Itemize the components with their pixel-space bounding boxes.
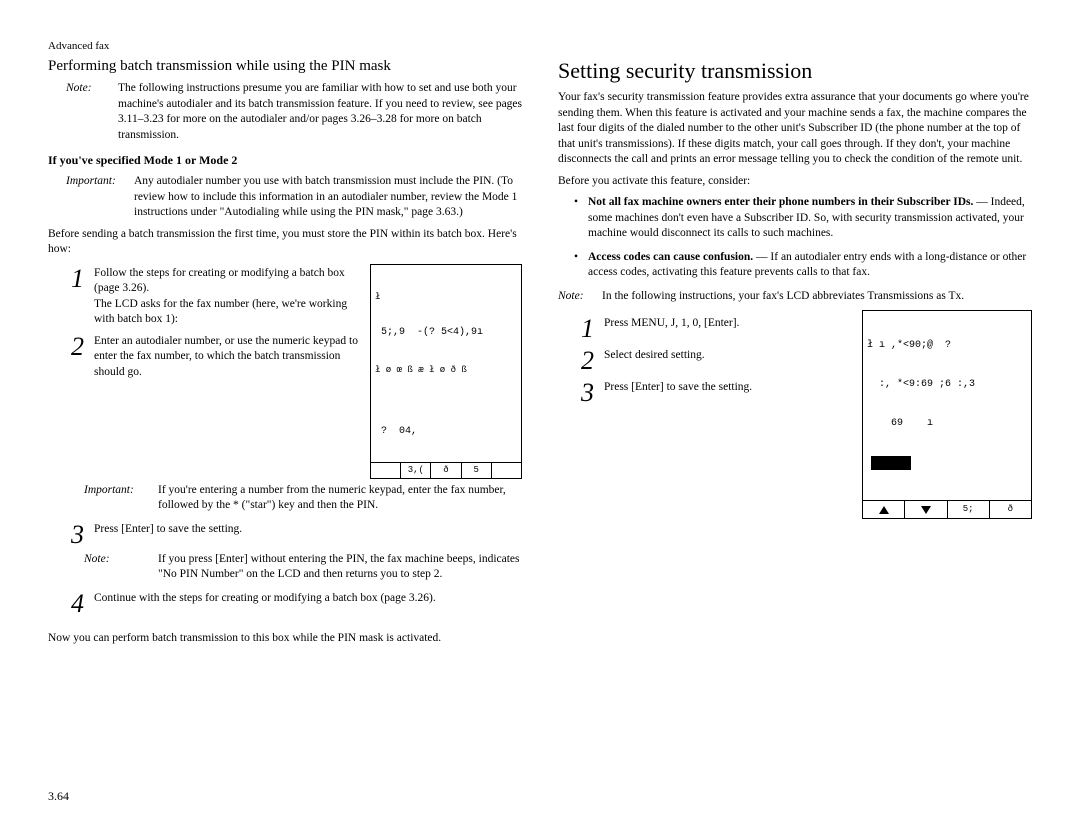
lcd2-l3: 69 ı: [867, 417, 1027, 430]
r-step-body-3: Press [Enter] to save the setting.: [604, 378, 850, 406]
page-number: 3.64: [48, 789, 69, 804]
lcd-line3: ł ø œ ß æ ł ø ð ß: [375, 365, 517, 376]
security-intro: Your fax's security transmission feature…: [558, 90, 1032, 168]
header-label: Advanced fax: [48, 40, 1032, 52]
r-step-num-1: 1: [572, 314, 594, 342]
nested-note-body: If you press [Enter] without entering th…: [158, 552, 522, 583]
important-body: Any autodialer number you use with batch…: [134, 174, 522, 221]
lcd2-seg-4: ð: [990, 501, 1031, 518]
nested-note-label: Note:: [84, 552, 150, 583]
lcd-seg2: 3,(: [401, 462, 431, 478]
closing-text: Now you can perform batch transmission t…: [48, 631, 522, 647]
batch-note: Note: The following instructions presume…: [48, 81, 522, 143]
important-label: Important:: [48, 174, 126, 221]
lcd-display-left: ł 5;,9 -(? 5<4),9ı ł ø œ ß æ ł ø ð ß ? 0…: [370, 264, 522, 479]
lcd2-seg-down: [905, 501, 947, 518]
left-column: Performing batch transmission while usin…: [48, 58, 522, 652]
tx-note-body: In the following instructions, your fax'…: [602, 289, 1032, 305]
step-num-1: 1: [62, 264, 84, 328]
nested-important-label: Important:: [84, 483, 150, 514]
step-4: 4 Continue with the steps for creating o…: [48, 589, 522, 617]
bullet-2: • Access codes can cause confusion. — If…: [574, 250, 1032, 281]
note-label: Note:: [48, 81, 110, 143]
batch-subheading: Performing batch transmission while usin…: [48, 58, 522, 75]
pre-steps-text: Before sending a batch transmission the …: [48, 227, 522, 258]
security-title: Setting security transmission: [558, 58, 1032, 84]
step-body-3: Press [Enter] to save the setting.: [94, 520, 522, 548]
step-1: 1 Follow the steps for creating or modif…: [48, 264, 362, 328]
step1-t2: The LCD asks for the fax number (here, w…: [94, 298, 347, 326]
step1-t1: Follow the steps for creating or modifyi…: [94, 267, 345, 295]
step-num-2: 2: [62, 332, 84, 381]
lcd-seg4: 5: [462, 462, 492, 478]
consider-intro: Before you activate this feature, consid…: [558, 174, 1032, 190]
step-num-3: 3: [62, 520, 84, 548]
bullet-1: • Not all fax machine owners enter their…: [574, 195, 1032, 242]
r-step-body-1: Press MENU, J, 1, 0, [Enter].: [604, 314, 850, 342]
mode-heading: If you've specified Mode 1 or Mode 2: [48, 153, 522, 168]
lcd-seg5: [492, 462, 521, 478]
triangle-up-icon: [879, 506, 889, 514]
step-2: 2 Enter an autodialer number, or use the…: [48, 332, 362, 381]
triangle-down-icon: [921, 506, 931, 514]
lcd-line5: ? 04,: [375, 426, 517, 439]
lcd2-seg-up: [863, 501, 905, 518]
step-body-1: Follow the steps for creating or modifyi…: [94, 264, 362, 328]
nested-important-body: If you're entering a number from the num…: [158, 483, 522, 514]
step-3: 3 Press [Enter] to save the setting.: [48, 520, 522, 548]
note-body: The following instructions presume you a…: [118, 81, 522, 143]
lcd-seg3: ð: [431, 462, 461, 478]
bullet1-bold: Not all fax machine owners enter their p…: [588, 196, 973, 208]
right-step-2: 2 Select desired setting.: [558, 346, 850, 374]
bullet-dot-icon: •: [574, 250, 582, 281]
step-num-4: 4: [62, 589, 84, 617]
step-body-4: Continue with the steps for creating or …: [94, 589, 522, 617]
lcd2-blackbar: [871, 456, 911, 470]
bullet-dot-icon: •: [574, 195, 582, 242]
lcd2-l1: ł ı ,*<90;@ ?: [867, 339, 1027, 352]
lcd-display-right: ł ı ,*<90;@ ? :, *<9:69 ;6 :,3 69 ı 5; ð: [862, 310, 1032, 519]
r-step-num-2: 2: [572, 346, 594, 374]
lcd-line1: ł: [375, 292, 517, 303]
nested-important: Important: If you're entering a number f…: [84, 483, 522, 514]
page-columns: Performing batch transmission while usin…: [48, 58, 1032, 652]
lcd2-seg-3: 5;: [948, 501, 990, 518]
r-step-body-2: Select desired setting.: [604, 346, 850, 374]
right-step-3: 3 Press [Enter] to save the setting.: [558, 378, 850, 406]
lcd2-l2: :, *<9:69 ;6 :,3: [867, 378, 1027, 391]
bullet2-bold: Access codes can cause confusion.: [588, 251, 753, 263]
right-step-1: 1 Press MENU, J, 1, 0, [Enter].: [558, 314, 850, 342]
tx-note-label: Note:: [558, 289, 594, 305]
right-column: Setting security transmission Your fax's…: [558, 58, 1032, 652]
lcd-seg1: [371, 462, 401, 478]
lcd-line2: 5;,9 -(? 5<4),9ı: [375, 327, 517, 340]
step-body-2: Enter an autodialer number, or use the n…: [94, 332, 362, 381]
batch-important: Important: Any autodialer number you use…: [48, 174, 522, 221]
r-step-num-3: 3: [572, 378, 594, 406]
nested-note: Note: If you press [Enter] without enter…: [84, 552, 522, 583]
tx-note: Note: In the following instructions, you…: [558, 289, 1032, 305]
